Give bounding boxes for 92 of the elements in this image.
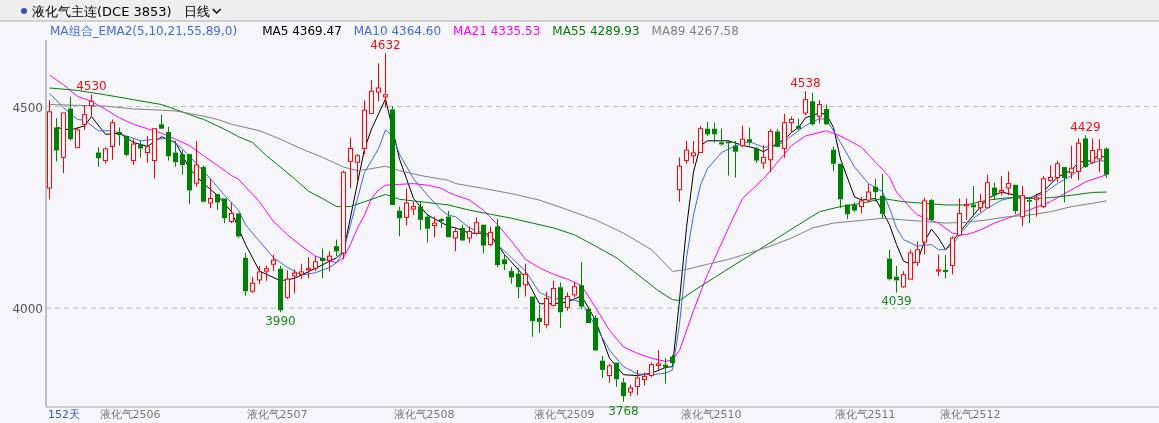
y-tick-label: 4000 bbox=[12, 302, 43, 317]
candlestick bbox=[1103, 148, 1110, 179]
candlestick bbox=[620, 377, 627, 403]
annotation: 3768 bbox=[608, 403, 639, 418]
chart-title: 液化气主连(DCE 3853) bbox=[32, 4, 172, 19]
candlestick bbox=[641, 371, 648, 387]
candlestick bbox=[879, 173, 886, 219]
text: MA89 4267.58 bbox=[651, 24, 739, 38]
annotation: 4530 bbox=[76, 79, 107, 94]
candlestick bbox=[1068, 145, 1075, 180]
candlestick bbox=[515, 267, 522, 299]
candlestick bbox=[382, 52, 389, 109]
text: 液化气2507 bbox=[246, 408, 308, 421]
annotation: 4039 bbox=[881, 294, 912, 309]
annotation: 4538 bbox=[790, 76, 821, 91]
candlestick bbox=[795, 118, 802, 132]
candlestick bbox=[746, 127, 753, 147]
candlestick bbox=[599, 355, 606, 379]
text: MA10 4364.60 bbox=[353, 24, 442, 38]
text: MA5 4369.47 bbox=[262, 24, 342, 38]
candlestick bbox=[396, 206, 403, 237]
candlestick bbox=[200, 164, 207, 202]
candlestick bbox=[991, 182, 998, 201]
candlestick bbox=[326, 250, 333, 272]
candlestick bbox=[501, 254, 508, 271]
y-tick-label: 4500 bbox=[12, 100, 43, 115]
candlestick bbox=[564, 291, 571, 312]
candlestick bbox=[1026, 196, 1033, 224]
candlestick bbox=[963, 198, 970, 221]
candlestick bbox=[928, 200, 935, 220]
candlestick bbox=[732, 140, 739, 179]
candlestick bbox=[1047, 164, 1054, 181]
candlestick bbox=[109, 118, 116, 161]
text: 液化气2508 bbox=[393, 408, 455, 421]
candlestick bbox=[88, 93, 95, 118]
candlestick bbox=[718, 128, 725, 145]
legend-title: MA组合_EMA2(5,10,21,55,89,0) bbox=[50, 24, 238, 38]
candlestick bbox=[144, 135, 151, 164]
candlestick bbox=[347, 137, 354, 189]
candlestick bbox=[242, 252, 249, 297]
candlestick bbox=[753, 148, 760, 164]
candlestick bbox=[578, 261, 585, 310]
candlestick bbox=[557, 281, 564, 329]
annotation: 4632 bbox=[370, 38, 401, 53]
candlestick bbox=[767, 128, 774, 173]
chart-subtitle: 日线 bbox=[183, 4, 210, 19]
candlestick bbox=[669, 354, 676, 368]
text: 液化气2509 bbox=[533, 408, 595, 421]
candlestick bbox=[53, 117, 60, 162]
candlestick bbox=[823, 104, 830, 125]
candlestick bbox=[487, 225, 494, 245]
text: 液化气2506 bbox=[99, 408, 161, 421]
annotation: 3990 bbox=[265, 314, 296, 329]
candlestick bbox=[277, 265, 284, 313]
candlestick bbox=[165, 126, 172, 162]
candlestick bbox=[172, 140, 179, 168]
candlestick bbox=[522, 263, 529, 297]
candlestick bbox=[872, 178, 879, 203]
candlestick bbox=[508, 266, 515, 285]
candlestick bbox=[536, 304, 543, 334]
text: 152天 bbox=[48, 408, 80, 421]
text: 液化气2511 bbox=[834, 408, 896, 421]
candlestick bbox=[417, 201, 424, 231]
candlestick bbox=[655, 349, 662, 371]
candlestick bbox=[403, 187, 410, 227]
line-series bbox=[49, 104, 1107, 272]
candlestick bbox=[459, 224, 466, 241]
candlestick bbox=[886, 249, 893, 280]
candlestick bbox=[179, 149, 186, 176]
candlestick bbox=[333, 239, 340, 257]
text: 液化气2512 bbox=[939, 408, 1001, 421]
candlestick bbox=[1019, 185, 1026, 227]
candlestick bbox=[494, 218, 501, 268]
candlestick bbox=[942, 254, 949, 279]
candlestick bbox=[676, 156, 683, 203]
candlestick bbox=[116, 127, 123, 147]
text: MA21 4335.53 bbox=[453, 24, 541, 38]
text: 液化气2510 bbox=[680, 408, 742, 421]
candlestick bbox=[1082, 134, 1089, 168]
candlestick bbox=[851, 202, 858, 211]
candlestick bbox=[67, 96, 74, 142]
candlestick bbox=[319, 248, 326, 279]
candlestick bbox=[46, 99, 53, 200]
candlestick bbox=[424, 214, 431, 243]
candlestick bbox=[830, 145, 837, 172]
candlestick bbox=[690, 140, 697, 165]
annotation: 4429 bbox=[1070, 120, 1101, 135]
candlestick bbox=[438, 219, 445, 229]
candlestick bbox=[263, 264, 270, 282]
candlestick bbox=[1096, 138, 1103, 173]
candlestick bbox=[809, 92, 816, 125]
text: MA55 4289.93 bbox=[552, 24, 640, 38]
